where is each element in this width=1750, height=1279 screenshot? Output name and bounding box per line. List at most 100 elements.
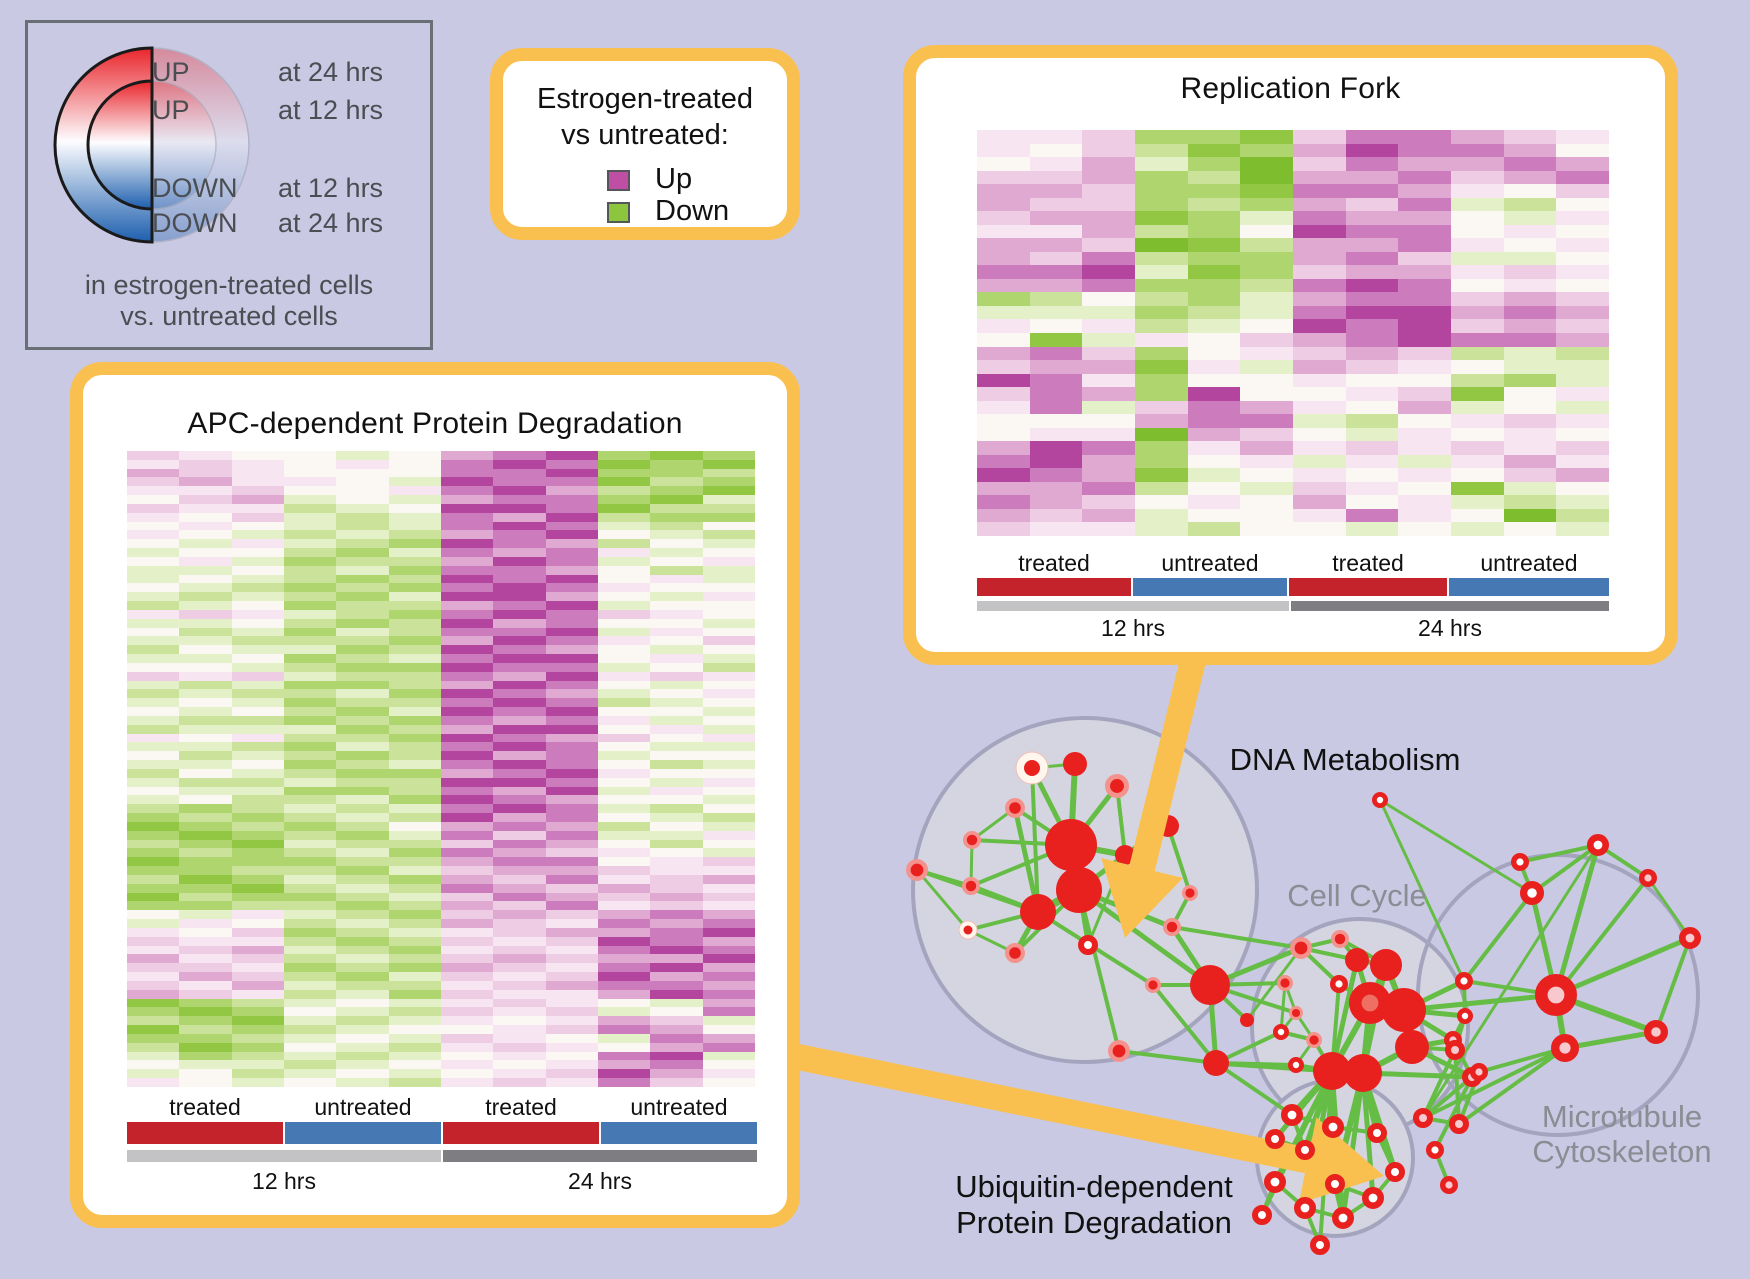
heatmap-cell (388, 530, 441, 540)
heatmap-cell (1451, 251, 1504, 266)
heatmap-cell (650, 751, 703, 761)
heatmap-cell (440, 821, 494, 831)
heatmap-cell (179, 601, 232, 610)
heatmap-cell (231, 901, 284, 911)
heatmap-cell (231, 618, 284, 628)
heatmap-cell (127, 636, 180, 646)
heatmap-cell (702, 751, 755, 761)
heatmap-cell (597, 768, 651, 778)
gene-node-ring (1519, 880, 1544, 905)
heatmap-cell (1398, 265, 1451, 279)
heatmap-cell (127, 1033, 180, 1043)
heatmap-cell (1029, 211, 1083, 225)
heatmap-cell (127, 910, 180, 920)
heatmap-cell (1187, 157, 1241, 171)
heatmap-cell (127, 671, 180, 681)
heatmap-cell (440, 1069, 494, 1079)
heatmap-cell (1135, 333, 1188, 347)
heatmap-cell (283, 857, 337, 867)
heatmap-cell (545, 583, 598, 593)
heatmap-cell (702, 936, 755, 946)
network-edge (1457, 1046, 1567, 1126)
heatmap-cell (1187, 170, 1241, 185)
heatmap-cell (493, 848, 546, 858)
heatmap-cell (650, 707, 703, 716)
gene-node-ring (1325, 1174, 1345, 1194)
heatmap-cell (545, 945, 598, 955)
heatmap-cell (702, 866, 755, 875)
heatmap-cell (1556, 197, 1609, 212)
heatmap-cell (1556, 319, 1609, 333)
heatmap-cell (1293, 319, 1346, 333)
gene-node-ring (1449, 1114, 1469, 1134)
heatmap-cell (1240, 238, 1293, 252)
heatmap-cell (1082, 481, 1135, 496)
gene-node-ring (1510, 853, 1529, 872)
heatmap-cell (545, 848, 598, 858)
heatmap-cell (231, 927, 284, 937)
heatmap-cell (1135, 265, 1188, 279)
heatmap-cell (1345, 360, 1399, 374)
heatmap-cell (440, 609, 494, 619)
heatmap-cell (597, 592, 651, 602)
heatmap-cell (283, 459, 337, 469)
heatmap-cell (283, 662, 337, 672)
heatmap-cell (179, 539, 232, 549)
heatmap-cell (545, 839, 598, 849)
heatmap-cell (231, 627, 284, 637)
heatmap-cell (440, 618, 494, 628)
heatmap-cell (1556, 265, 1609, 279)
heatmap-cell (977, 495, 1030, 509)
heatmap-cell (388, 636, 441, 646)
heatmap-cell (231, 821, 284, 831)
heatmap-cell (1082, 400, 1135, 415)
gene-node-core (1009, 802, 1021, 814)
heatmap-cell (545, 1060, 598, 1070)
gene-node-ring (1310, 1235, 1330, 1255)
heatmap-cell (597, 963, 651, 973)
heatmap-cell (283, 1069, 337, 1079)
heatmap-cell (179, 592, 232, 602)
apc-heatmap (127, 451, 755, 1087)
heatmap-cell (977, 333, 1030, 347)
heatmap-cell (231, 680, 284, 690)
heatmap-cell (179, 645, 232, 655)
gene-node-core (1291, 1008, 1301, 1018)
heatmap-cell (336, 539, 389, 549)
heatmap-cell (1398, 427, 1451, 442)
heatmap-cell (127, 874, 180, 884)
heatmap-cell (1556, 522, 1609, 536)
heatmap-cell (1029, 427, 1083, 442)
heatmap-cell (127, 503, 180, 513)
heatmap-cell (127, 751, 180, 761)
heatmap-cell (231, 892, 284, 902)
heatmap-cell (231, 954, 284, 964)
heatmap-cell (1082, 238, 1135, 252)
heatmap-cell (179, 751, 232, 761)
heatmap-cell (1503, 157, 1557, 171)
heatmap-cell (179, 742, 232, 752)
heatmap-cell (231, 1033, 284, 1043)
heatmap-cell (650, 512, 703, 522)
heatmap-cell (1029, 265, 1083, 279)
heatmap-cell (597, 848, 651, 858)
gene-node-ring (1252, 1205, 1272, 1225)
heatmap-cell (440, 1051, 494, 1061)
heatmap-cell (179, 565, 232, 575)
heatmap-cell (336, 495, 389, 504)
heatmap-cell (1029, 373, 1083, 388)
heatmap-cell (1398, 143, 1451, 158)
heatmap-cell (179, 733, 232, 743)
heatmap-cell (179, 451, 232, 460)
heatmap-cell (336, 574, 389, 584)
heatmap-cell (283, 654, 337, 663)
heatmap-cell (388, 539, 441, 549)
heatmap-cell (977, 251, 1030, 266)
heatmap-cell (179, 556, 232, 566)
gene-node-core (1148, 980, 1158, 990)
heatmap-cell (283, 451, 337, 460)
heatmap-cell (650, 459, 703, 469)
heatmap-cell (493, 592, 546, 602)
heatmap-cell (977, 143, 1030, 158)
